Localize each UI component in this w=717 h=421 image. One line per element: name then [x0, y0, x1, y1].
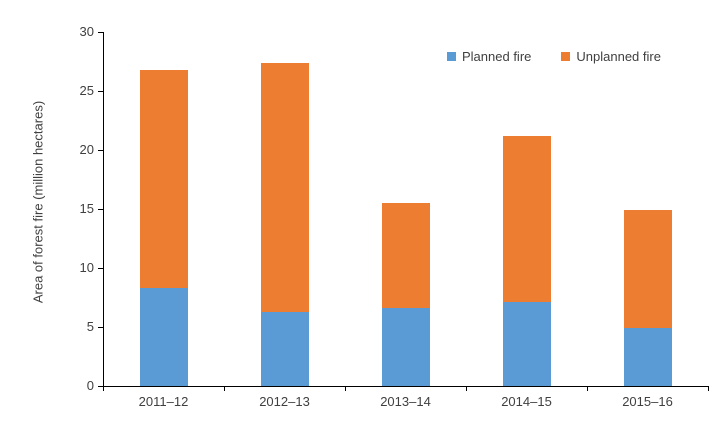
y-tick-mark — [98, 268, 103, 269]
bar-segment-unplanned-fire — [139, 69, 188, 289]
x-tick-mark — [466, 387, 467, 391]
y-tick-mark — [98, 150, 103, 151]
y-tick-label: 0 — [86, 378, 94, 393]
y-axis-line — [103, 32, 104, 387]
legend-item-planned-fire: Planned fire — [447, 49, 531, 64]
legend: Planned fire Unplanned fire — [447, 48, 661, 64]
bar-segment-planned-fire — [139, 288, 188, 386]
x-tick-mark — [345, 387, 346, 391]
x-category-label: 2014–15 — [501, 394, 552, 409]
legend-label: Planned fire — [462, 48, 532, 64]
y-tick-label: 15 — [79, 201, 94, 216]
legend-swatch-icon — [561, 51, 571, 61]
y-tick-mark — [98, 91, 103, 92]
y-tick-mark — [98, 32, 103, 33]
bar-segment-unplanned-fire — [381, 203, 430, 309]
x-category-label: 2015–16 — [622, 394, 673, 409]
bar-segment-planned-fire — [502, 302, 551, 386]
x-tick-mark — [224, 387, 225, 391]
legend-item-unplanned-fire: Unplanned fire — [561, 49, 661, 64]
x-category-label: 2013–14 — [380, 394, 431, 409]
y-tick-label: 30 — [79, 24, 94, 39]
legend-label: Unplanned fire — [576, 48, 661, 64]
bar-segment-planned-fire — [260, 311, 309, 386]
bar-segment-unplanned-fire — [260, 62, 309, 312]
x-axis-line — [103, 386, 709, 387]
y-tick-label: 10 — [79, 260, 94, 275]
bar-segment-unplanned-fire — [623, 210, 672, 329]
y-axis-title: Area of forest fire (million hectares) — [30, 100, 46, 304]
x-category-label: 2011–12 — [138, 394, 189, 409]
y-tick-mark — [98, 209, 103, 210]
y-tick-mark — [98, 327, 103, 328]
y-tick-label: 5 — [86, 319, 94, 334]
x-tick-mark — [587, 387, 588, 391]
x-category-label: 2012–13 — [259, 394, 310, 409]
y-tick-mark — [98, 386, 103, 387]
bar-segment-unplanned-fire — [502, 135, 551, 303]
x-tick-mark — [708, 387, 709, 391]
legend-swatch-icon — [447, 51, 456, 61]
bar-segment-planned-fire — [623, 328, 672, 386]
x-tick-mark — [103, 387, 104, 391]
bar-segment-planned-fire — [381, 308, 430, 386]
y-tick-label: 25 — [79, 83, 94, 98]
y-tick-label: 20 — [79, 142, 94, 157]
